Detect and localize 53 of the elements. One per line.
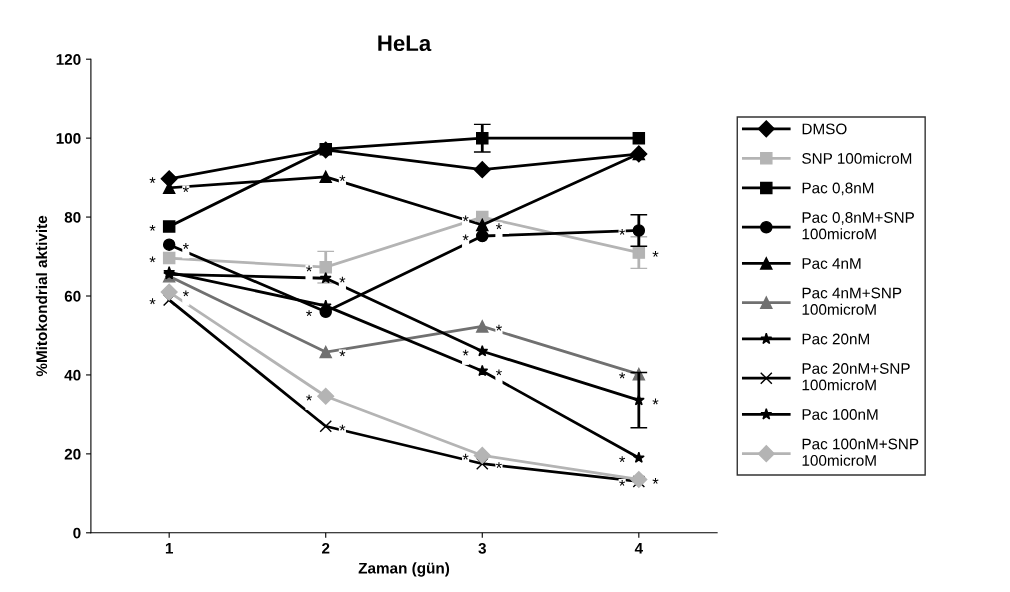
annotation: * <box>462 234 469 241</box>
annotation: * <box>149 256 156 263</box>
legend-label: Pac 20nM+SNP 100microM <box>802 363 910 391</box>
annotation: * <box>619 456 626 463</box>
annotation: * <box>619 372 626 379</box>
annotation: * <box>182 290 189 297</box>
annotation: * <box>619 479 626 486</box>
annotation: * <box>495 369 502 376</box>
x-tick-label: 1 <box>165 543 173 554</box>
annotation: * <box>182 186 189 193</box>
y-tick-label: 20 <box>64 448 81 460</box>
legend-label: Pac 4nM <box>802 258 861 269</box>
x-tick-label: 2 <box>322 542 330 554</box>
y-tick-label: 120 <box>56 54 81 65</box>
legend-label: Pac 0,8nM <box>802 182 874 196</box>
y-tick-label: 60 <box>64 290 81 302</box>
annotation: * <box>619 228 626 235</box>
annotation: * <box>339 424 346 431</box>
annotation: * <box>149 177 156 184</box>
annotation: * <box>462 215 469 222</box>
x-tick-label: 4 <box>634 543 643 554</box>
chart-title: HeLa <box>378 35 432 52</box>
legend-label: Pac 100nM+SNP 100microM <box>802 438 919 466</box>
annotation: * <box>149 224 156 231</box>
annotation: * <box>652 398 659 405</box>
legend-label: Pac 4nM+SNP 100microM <box>802 287 902 315</box>
y-tick-label: 80 <box>64 211 81 223</box>
legend-label: SNP 100microM <box>802 152 912 164</box>
annotation: * <box>149 298 156 305</box>
annotation: * <box>306 310 313 317</box>
annotation: * <box>652 250 659 257</box>
y-tick-label: 100 <box>56 133 81 144</box>
y-tick-label: 0 <box>73 527 81 539</box>
legend-label: Pac 20nM <box>802 333 869 345</box>
annotation: * <box>652 477 659 484</box>
legend-label: DMSO <box>802 123 847 135</box>
annotation: * <box>339 350 346 357</box>
annotation: * <box>495 223 502 230</box>
y-axis-title: %Mitokondrial aktivite <box>35 215 48 377</box>
annotation: * <box>462 349 469 356</box>
legend-label: Pac 100nM <box>802 409 878 420</box>
annotation: * <box>462 453 469 460</box>
annotation: * <box>339 175 346 182</box>
annotation: * <box>306 394 313 401</box>
annotation: * <box>306 265 313 272</box>
annotation: * <box>495 324 502 331</box>
legend-label: Pac 0,8nM+SNP 100microM <box>802 212 914 240</box>
annotation: * <box>495 462 502 468</box>
y-tick-label: 40 <box>64 369 81 381</box>
x-tick-label: 3 <box>478 542 486 554</box>
x-axis-title: Zaman (gün) <box>358 562 450 577</box>
annotation: * <box>339 276 346 283</box>
annotation: * <box>182 243 189 249</box>
